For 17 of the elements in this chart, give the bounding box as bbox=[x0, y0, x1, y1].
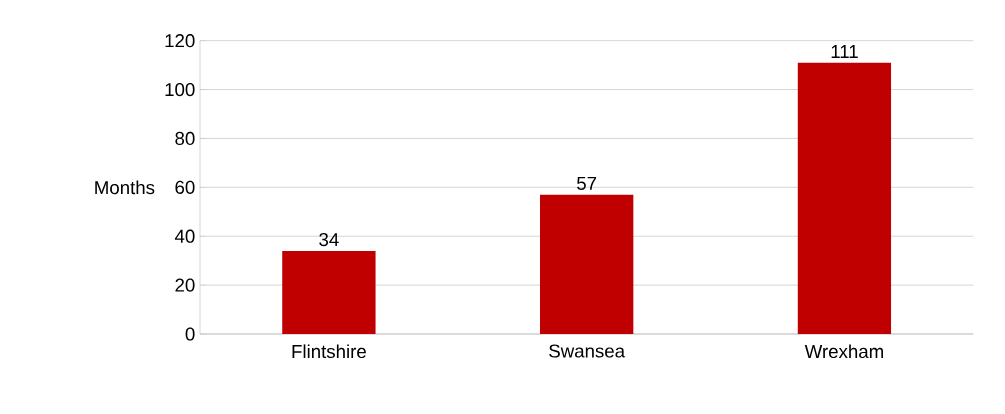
bar bbox=[282, 250, 376, 334]
y-tick-label: 60 bbox=[175, 180, 195, 194]
x-tick-label: Swansea bbox=[549, 344, 626, 358]
y-tick-label: 100 bbox=[165, 82, 195, 97]
y-axis-title: Months bbox=[95, 180, 155, 195]
y-tick-label: 20 bbox=[175, 278, 195, 292]
y-tick-label: 40 bbox=[174, 229, 195, 243]
data-label: 34 bbox=[319, 232, 339, 247]
y-tick-label: 120 bbox=[165, 34, 195, 48]
y-tick-label: 0 bbox=[185, 327, 195, 341]
data-label: 57 bbox=[577, 176, 597, 190]
bar bbox=[540, 194, 634, 334]
y-tick-label: 80 bbox=[175, 131, 195, 146]
x-tick-label: Flintshire bbox=[292, 344, 366, 359]
bar bbox=[797, 62, 892, 334]
data-label: 111 bbox=[831, 45, 858, 58]
x-tick-label: Wrexham bbox=[804, 344, 883, 359]
